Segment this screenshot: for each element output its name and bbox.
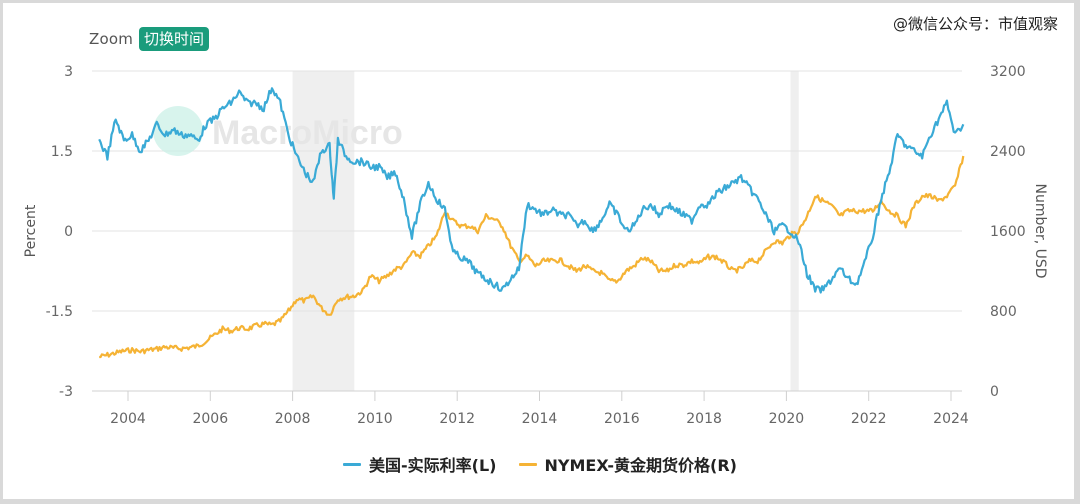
- chart-legend: 美国-实际利率(L) NYMEX-黄金期货价格(R): [0, 452, 1080, 476]
- watermark-brand: MacroMicro: [212, 114, 403, 152]
- left-axis: 3 1.5 0 -1.5 -3: [46, 64, 73, 400]
- x-tick-label: 2006: [192, 411, 228, 427]
- x-tick-label: 2012: [439, 411, 475, 427]
- legend-label-real-rate: 美国-实际利率(L): [369, 456, 497, 475]
- gold-swatch-icon: [518, 462, 537, 466]
- grid-lines: [92, 70, 962, 392]
- left-tick-label: 0: [64, 224, 73, 240]
- gold-price-line: [99, 155, 965, 359]
- x-tick-label: 2008: [275, 411, 311, 427]
- legend-item-real-rate[interactable]: 美国-实际利率(L): [343, 452, 497, 476]
- left-tick-label: -3: [59, 384, 73, 400]
- x-tick-label: 2020: [769, 411, 805, 427]
- left-tick-label: -1.5: [46, 304, 73, 320]
- switch-time-button[interactable]: 切换时间: [139, 27, 210, 51]
- real-rate-swatch-icon: [343, 462, 362, 466]
- x-tick-label: 2022: [851, 411, 887, 427]
- x-tick-label: 2010: [357, 411, 393, 427]
- right-tick-label: 1600: [990, 224, 1026, 240]
- zoom-label: Zoom: [89, 30, 134, 48]
- right-tick-label: 800: [990, 304, 1017, 320]
- legend-label-gold: NYMEX-黄金期货价格(R): [544, 456, 737, 475]
- left-tick-label: 3: [64, 64, 73, 80]
- zoom-controls: Zoom 切换时间: [89, 27, 210, 51]
- right-axis: 3200 2400 1600 800 0: [990, 64, 1026, 400]
- macromicro-watermark: MacroMicro: [153, 106, 403, 156]
- right-tick-label: 2400: [990, 144, 1026, 160]
- x-tick-label: 2018: [686, 411, 722, 427]
- legend-item-gold[interactable]: NYMEX-黄金期货价格(R): [518, 452, 737, 476]
- left-axis-title: Percent: [23, 204, 39, 257]
- real-rate-line: [98, 87, 965, 294]
- chart-container: [3, 3, 1074, 499]
- left-tick-label: 1.5: [51, 144, 73, 160]
- right-axis-title: Number, USD: [1032, 183, 1048, 278]
- x-tick-label: 2024: [933, 411, 969, 427]
- x-tick-label: 2016: [604, 411, 640, 427]
- x-tick-label: 2014: [522, 411, 558, 427]
- x-axis: 2004 2006 2008 2010 2012 2014 2016 2018 2020 2022…: [110, 391, 969, 427]
- x-tick-label: 2004: [110, 411, 146, 427]
- wechat-watermark: @微信公众号：市值观察: [892, 15, 1058, 33]
- series-lines: [98, 87, 965, 359]
- right-tick-label: 3200: [990, 64, 1026, 80]
- right-tick-label: 0: [990, 384, 999, 400]
